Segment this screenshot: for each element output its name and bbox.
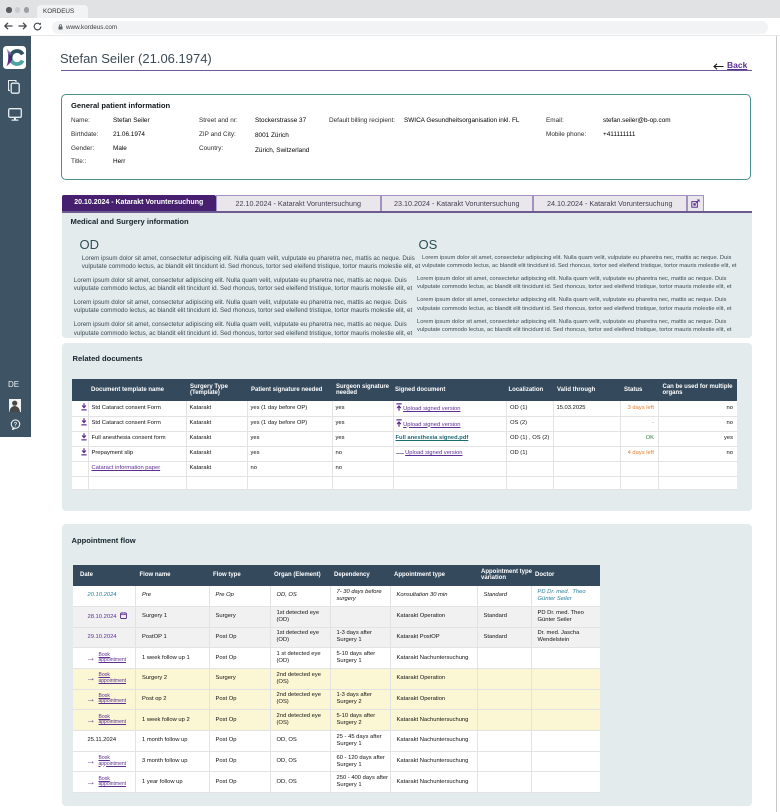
svg-text:?: ? — [13, 422, 17, 428]
